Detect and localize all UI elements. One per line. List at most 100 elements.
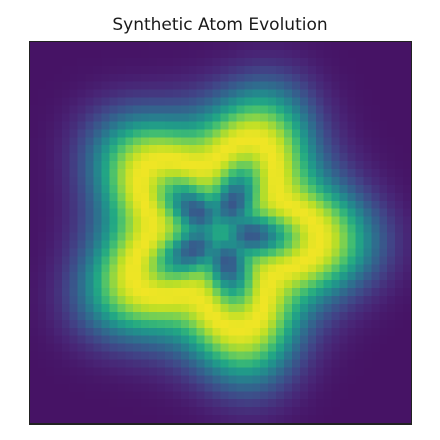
heatmap-cell — [339, 145, 349, 154]
heatmap-cell — [212, 335, 222, 345]
heatmap-cell — [101, 272, 110, 281]
heatmap-cell — [53, 375, 63, 384]
heatmap-cell — [291, 351, 301, 361]
heatmap-cell — [307, 415, 317, 423]
heatmap-cell — [125, 200, 134, 210]
heatmap-cell — [93, 399, 103, 408]
heatmap-cell — [188, 303, 198, 313]
heatmap-cell — [379, 192, 388, 202]
heatmap-cell — [307, 296, 317, 305]
heatmap-cell — [395, 208, 404, 218]
heatmap-cell — [244, 81, 253, 91]
heatmap-cell — [109, 264, 118, 273]
heatmap-cell — [30, 208, 39, 218]
heatmap-cell — [220, 240, 230, 249]
heatmap-cell — [244, 49, 253, 59]
heatmap-cell — [93, 296, 103, 305]
heatmap-cell — [53, 145, 63, 154]
heatmap-cell — [109, 280, 118, 289]
heatmap-cell — [299, 264, 309, 273]
heatmap-cell — [220, 343, 230, 353]
heatmap-cell — [109, 343, 118, 353]
heatmap-cell — [77, 288, 87, 297]
heatmap-cell — [284, 232, 293, 242]
heatmap-cell — [101, 407, 110, 416]
heatmap-cell — [236, 42, 245, 51]
heatmap-cell — [141, 407, 150, 416]
heatmap-cell — [37, 327, 47, 337]
heatmap-cell — [339, 224, 349, 234]
heatmap-cell — [77, 97, 87, 107]
heatmap-cell — [315, 113, 325, 122]
heatmap-cell — [363, 42, 372, 51]
heatmap-cell — [180, 303, 190, 313]
heatmap-cell — [188, 351, 198, 361]
heatmap-cell — [85, 208, 95, 218]
heatmap-cell — [164, 145, 174, 154]
heatmap-cell — [164, 319, 174, 329]
heatmap-cell — [323, 240, 333, 249]
heatmap-cell — [307, 367, 317, 376]
heatmap-cell — [172, 311, 182, 321]
heatmap-cell — [30, 224, 39, 234]
heatmap-cell — [236, 89, 245, 99]
heatmap-cell — [37, 161, 47, 170]
heatmap-cell — [379, 303, 388, 313]
heatmap-cell — [260, 49, 269, 59]
heatmap-cell — [149, 367, 158, 376]
heatmap-cell — [347, 224, 357, 234]
heatmap-cell — [204, 49, 214, 59]
heatmap-cell — [172, 264, 182, 273]
heatmap-cell — [244, 57, 253, 67]
heatmap-cell — [196, 375, 206, 384]
heatmap-cell — [125, 42, 134, 51]
heatmap-cell — [276, 81, 285, 91]
heatmap-cell — [45, 57, 55, 67]
heatmap-cell — [323, 327, 333, 337]
heatmap-cell — [276, 399, 285, 408]
heatmap-cell — [164, 391, 174, 400]
heatmap-cell — [323, 415, 333, 423]
heatmap-cell — [371, 73, 380, 83]
heatmap-cell — [379, 248, 388, 257]
heatmap-cell — [196, 232, 206, 242]
heatmap-cell — [125, 224, 134, 234]
heatmap-cell — [260, 232, 269, 242]
heatmap-cell — [268, 224, 277, 234]
heatmap-cell — [331, 311, 341, 321]
heatmap-cell — [315, 335, 325, 345]
heatmap-cell — [77, 407, 87, 416]
heatmap-cell — [323, 280, 333, 289]
heatmap-cell — [284, 256, 293, 265]
heatmap-cell — [379, 200, 388, 210]
heatmap-cell — [61, 288, 71, 297]
heatmap-cell — [61, 184, 71, 194]
heatmap-cell — [244, 73, 253, 83]
heatmap-cell — [37, 280, 47, 289]
heatmap-cell — [61, 89, 71, 99]
heatmap-cell — [403, 248, 411, 257]
heatmap-cell — [395, 73, 404, 83]
heatmap-cell — [276, 153, 285, 162]
heatmap-cell — [141, 121, 150, 130]
heatmap-cell — [331, 335, 341, 345]
heatmap-cell — [403, 145, 411, 154]
heatmap-cell — [307, 73, 317, 83]
heatmap-cell — [45, 343, 55, 353]
heatmap-cell — [69, 280, 79, 289]
heatmap-cell — [164, 137, 174, 146]
heatmap-cell — [379, 42, 388, 51]
heatmap-cell — [284, 105, 293, 115]
heatmap-cell — [220, 153, 230, 162]
heatmap-cell — [141, 42, 150, 51]
heatmap-cell — [244, 288, 253, 297]
heatmap-cell — [53, 280, 63, 289]
heatmap-cell — [403, 303, 411, 313]
heatmap-cell — [53, 288, 63, 297]
heatmap-cell — [133, 327, 142, 337]
heatmap-cell — [133, 97, 142, 107]
heatmap-cell — [276, 145, 285, 154]
heatmap-cell — [125, 407, 134, 416]
heatmap-cell — [37, 192, 47, 202]
heatmap-cell — [37, 169, 47, 178]
